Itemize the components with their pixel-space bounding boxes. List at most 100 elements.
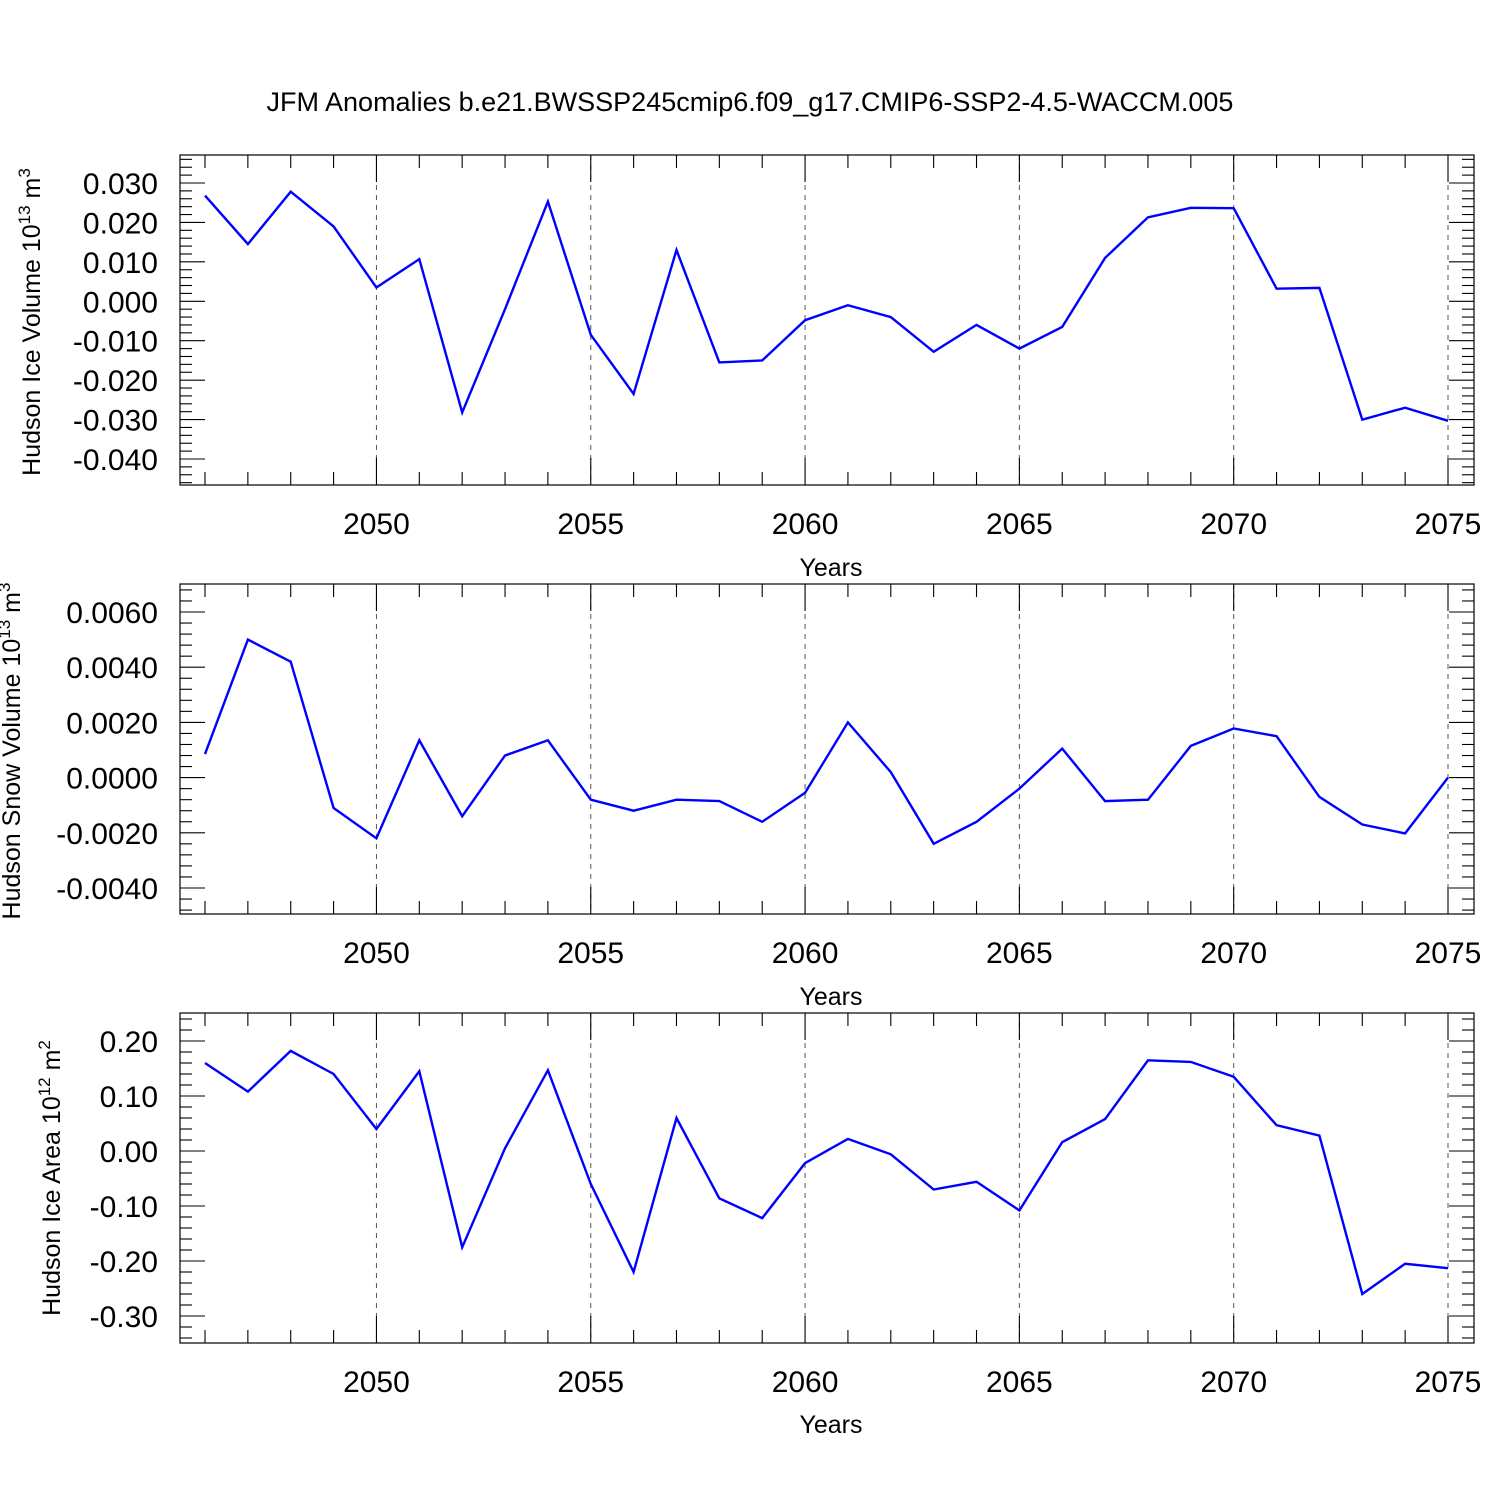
data-point-2046 bbox=[203, 1061, 207, 1065]
data-point-2050 bbox=[374, 285, 378, 289]
panel-3: -0.30 -0.20 -0.10 0.00 0.10 0.20 2050 2055 2060 2… bbox=[35, 1012, 1482, 1439]
data-point-2063 bbox=[932, 842, 936, 846]
data-point-2049 bbox=[332, 806, 336, 810]
x-tick-label-2065: 2065 bbox=[986, 508, 1053, 541]
data-point-2056 bbox=[632, 392, 636, 396]
data-point-2060 bbox=[803, 318, 807, 322]
y-tick-label: 0.0040 bbox=[66, 652, 158, 685]
data-point-2058 bbox=[717, 799, 721, 803]
data-point-2047 bbox=[246, 242, 250, 246]
y-tick-label: 0.00 bbox=[100, 1136, 158, 1169]
data-point-2067 bbox=[1103, 799, 1107, 803]
data-point-2047 bbox=[246, 638, 250, 642]
series-line bbox=[204, 190, 1449, 422]
data-point-2063 bbox=[932, 350, 936, 354]
data-point-2051 bbox=[417, 1069, 421, 1073]
x-tick-label-2070: 2070 bbox=[1200, 1366, 1267, 1399]
data-point-2064 bbox=[975, 1180, 979, 1184]
data-point-2073 bbox=[1360, 1292, 1364, 1296]
data-point-2073 bbox=[1360, 418, 1364, 422]
data-point-2054 bbox=[546, 200, 550, 204]
y-tick-label: 0.0060 bbox=[66, 597, 158, 630]
x-tick-label-2060: 2060 bbox=[772, 508, 839, 541]
x-axis-title: Years bbox=[799, 554, 862, 582]
data-point-2063 bbox=[932, 1188, 936, 1192]
data-point-2071 bbox=[1275, 287, 1279, 291]
y-tick-label: -0.10 bbox=[90, 1191, 158, 1224]
y-tick-label: -0.030 bbox=[73, 405, 158, 438]
panels: -0.040 -0.030 -0.020 -0.010 0.000 0.010 0.020 0… bbox=[0, 154, 1482, 1439]
data-point-2067 bbox=[1103, 256, 1107, 260]
data-point-2066 bbox=[1060, 325, 1064, 329]
y-tick-label: 0.010 bbox=[83, 247, 158, 280]
data-point-2052 bbox=[460, 814, 464, 818]
x-tick-label-2075: 2075 bbox=[1415, 1366, 1482, 1399]
data-point-2053 bbox=[503, 754, 507, 758]
data-point-2068 bbox=[1146, 798, 1150, 802]
data-point-2061 bbox=[846, 303, 850, 307]
y-tick-label: 0.020 bbox=[83, 207, 158, 240]
data-point-2070 bbox=[1232, 726, 1236, 730]
y-tick-label: 0.0000 bbox=[66, 763, 158, 796]
y-tick-label: -0.040 bbox=[73, 444, 158, 477]
figure-title: JFM Anomalies b.e21.BWSSP245cmip6.f09_g1… bbox=[267, 87, 1234, 117]
data-point-2055 bbox=[589, 1182, 593, 1186]
y-tick-label: -0.0020 bbox=[56, 818, 158, 851]
data-point-2064 bbox=[975, 323, 979, 327]
data-point-2061 bbox=[846, 720, 850, 724]
data-point-2048 bbox=[289, 1049, 293, 1053]
x-tick-label-2070: 2070 bbox=[1200, 937, 1267, 970]
data-point-2072 bbox=[1317, 286, 1321, 290]
data-point-2070 bbox=[1232, 206, 1236, 210]
data-point-2051 bbox=[417, 257, 421, 261]
data-point-2055 bbox=[589, 798, 593, 802]
panel-2: -0.0040 -0.0020 0.0000 0.0020 0.0040 0.0060 20… bbox=[0, 583, 1481, 1011]
x-tick-label-2050: 2050 bbox=[343, 1366, 410, 1399]
data-point-2064 bbox=[975, 820, 979, 824]
y-tick-label: -0.020 bbox=[73, 365, 158, 398]
x-tick-label-2050: 2050 bbox=[343, 937, 410, 970]
data-point-2062 bbox=[889, 315, 893, 319]
data-point-2075 bbox=[1446, 1266, 1450, 1270]
x-tick-label-2075: 2075 bbox=[1415, 937, 1482, 970]
data-point-2056 bbox=[632, 809, 636, 813]
x-tick-label-2065: 2065 bbox=[986, 1366, 1053, 1399]
data-point-2073 bbox=[1360, 823, 1364, 827]
series-line bbox=[204, 1049, 1449, 1296]
y-tick-label: 0.0020 bbox=[66, 707, 158, 740]
y-axis-title: Hudson Ice Volume 1013 m3 bbox=[15, 168, 46, 476]
x-tick-label-2050: 2050 bbox=[343, 508, 410, 541]
data-point-2051 bbox=[417, 738, 421, 742]
data-point-2072 bbox=[1317, 1134, 1321, 1138]
data-point-2047 bbox=[246, 1090, 250, 1094]
x-axis-title: Years bbox=[799, 1411, 862, 1439]
y-tick-label: 0.030 bbox=[83, 168, 158, 201]
data-point-2065 bbox=[1017, 1208, 1021, 1212]
x-tick-label-2075: 2075 bbox=[1415, 508, 1482, 541]
plot-frame bbox=[179, 154, 1475, 486]
data-point-2057 bbox=[674, 798, 678, 802]
data-point-2074 bbox=[1403, 1262, 1407, 1266]
data-point-2071 bbox=[1275, 734, 1279, 738]
data-point-2075 bbox=[1446, 776, 1450, 780]
data-point-2065 bbox=[1017, 787, 1021, 791]
data-point-2059 bbox=[760, 820, 764, 824]
data-point-2059 bbox=[760, 358, 764, 362]
x-tick-label-2065: 2065 bbox=[986, 937, 1053, 970]
y-tick-label: -0.010 bbox=[73, 326, 158, 359]
y-tick-label: 0.000 bbox=[83, 286, 158, 319]
data-point-2052 bbox=[460, 410, 464, 414]
data-point-2055 bbox=[589, 333, 593, 337]
data-point-2075 bbox=[1446, 419, 1450, 423]
data-point-2066 bbox=[1060, 1140, 1064, 1144]
y-tick-label: -0.0040 bbox=[56, 873, 158, 906]
data-point-2053 bbox=[503, 1146, 507, 1150]
data-point-2049 bbox=[332, 1072, 336, 1076]
y-tick-label: 0.20 bbox=[100, 1026, 158, 1059]
plot-frame bbox=[179, 1012, 1475, 1344]
data-point-2048 bbox=[289, 660, 293, 664]
data-point-2054 bbox=[546, 1068, 550, 1072]
data-point-2046 bbox=[203, 752, 207, 756]
data-point-2048 bbox=[289, 190, 293, 194]
